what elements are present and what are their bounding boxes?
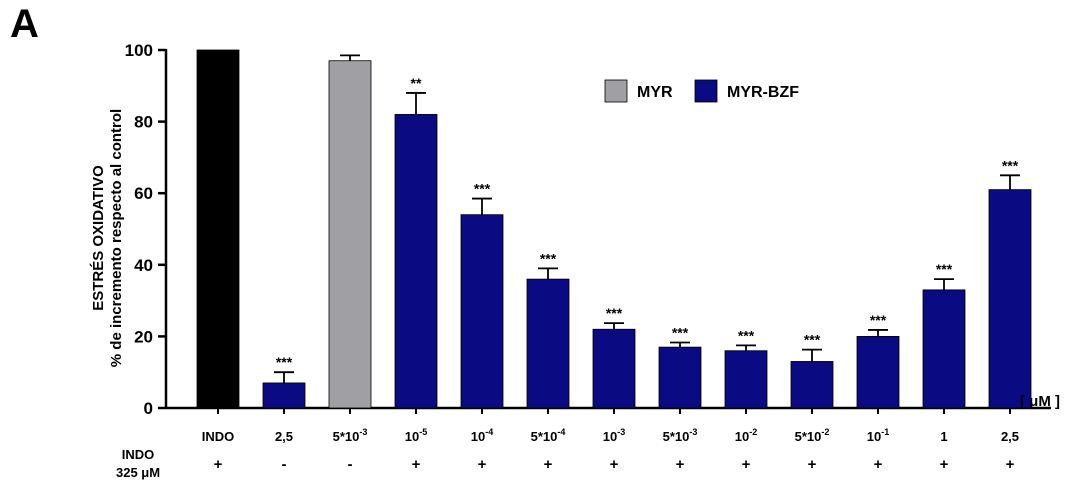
legend-label: MYR [637,84,673,101]
x-tick-label-exponent: -4 [557,427,565,437]
y-tick-label: 20 [134,327,153,346]
significance-label: ** [411,75,422,91]
significance-label: *** [672,324,689,340]
significance-label: *** [738,327,755,343]
x-tick-label-exponent: -3 [689,427,697,437]
bar [856,335,900,409]
significance-label: *** [870,312,887,328]
x-tick-label: 5*10-3 [333,427,368,444]
significance-label: *** [474,181,491,197]
bar [526,278,570,409]
legend-label: MYR-BZF [727,84,799,101]
x-tick-label-exponent: -4 [485,427,493,437]
indo-presence-mark: + [544,456,553,473]
x-tick-label-base: 2,5 [275,429,293,444]
x-tick-label: 10-4 [471,427,493,444]
x-tick-label-base: 5*10 [795,429,822,444]
x-tick-label: 5*10-4 [531,427,566,444]
significance-label: *** [804,332,821,348]
bar [196,49,240,409]
indo-presence-mark: + [412,456,421,473]
bar [328,60,372,409]
indo-presence-mark: + [1006,456,1015,473]
x-tick-label: INDO [202,429,235,444]
x-tick-label-base: 5*10 [531,429,558,444]
bar [988,189,1032,409]
y-tick-label: 60 [134,184,153,203]
significance-label: *** [540,250,557,266]
indo-presence-mark: - [282,456,287,473]
y-tick-label: 80 [134,113,153,132]
x-axis-unit-label: [ μM ] [1020,393,1060,410]
x-tick-label: 10-1 [867,427,889,444]
x-tick-label-base: 1 [940,429,947,444]
indo-presence-mark: + [742,456,751,473]
x-tick-label-exponent: -3 [617,427,625,437]
panel-letter: A [10,2,39,46]
x-tick-label-base: 10 [405,429,419,444]
bar [592,328,636,409]
significance-label: *** [936,261,953,277]
bar [724,350,768,409]
x-tick-label-base: 10 [735,429,749,444]
legend-swatch [604,79,628,103]
x-tick-label-exponent: -2 [749,427,757,437]
bar [394,114,438,409]
x-tick-label: 5*10-3 [663,427,698,444]
x-tick-label-base: 2,5 [1001,429,1019,444]
indo-presence-mark: + [610,456,619,473]
x-tick-label: 10-5 [405,427,427,444]
indo-row-label: INDO 325 μM [116,446,160,482]
y-tick-label: 40 [134,256,153,275]
x-tick-label: 5*10-2 [795,427,830,444]
bar [262,382,306,409]
x-tick-label-exponent: -1 [881,427,889,437]
indo-presence-mark: + [478,456,487,473]
x-tick-label-base: 10 [471,429,485,444]
bar [460,214,504,409]
significance-label: *** [1002,157,1019,173]
x-tick-label-base: 10 [603,429,617,444]
x-tick-label-base: 5*10 [663,429,690,444]
indo-presence-mark: + [808,456,817,473]
bar [790,361,834,409]
x-tick-label: 10-2 [735,427,757,444]
x-tick-label: 10-3 [603,427,625,444]
x-tick-label-base: 10 [867,429,881,444]
significance-label: *** [606,305,623,321]
indo-row-label-line2: 325 μM [116,465,161,480]
indo-row-label-line1: INDO [121,447,155,462]
x-tick-label: 2,5 [1001,429,1019,444]
y-tick-label: 0 [144,399,153,418]
indo-presence-mark: + [214,456,223,473]
x-tick-label: 1 [940,429,947,444]
indo-presence-mark: - [348,456,353,473]
significance-label: *** [276,354,293,370]
x-tick-label-exponent: -3 [359,427,367,437]
indo-presence-mark: + [940,456,949,473]
indo-presence-mark: + [874,456,883,473]
bar [922,289,966,409]
indo-presence-mark: + [676,456,685,473]
x-tick-label-base: INDO [202,429,235,444]
legend-swatch [694,79,718,103]
x-tick-label-base: 5*10 [333,429,360,444]
y-tick-label: 100 [125,41,153,60]
x-tick-label-exponent: -5 [419,427,427,437]
x-tick-label-exponent: -2 [821,427,829,437]
x-tick-label: 2,5 [275,429,293,444]
bar [658,346,702,409]
